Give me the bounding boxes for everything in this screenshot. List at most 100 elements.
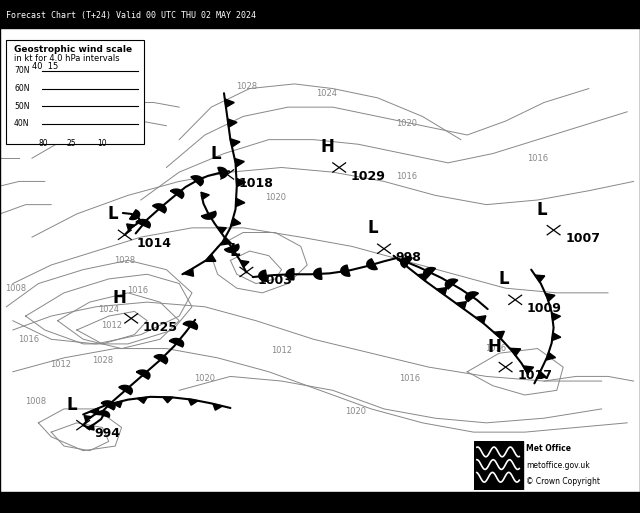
Text: 1003: 1003: [258, 274, 292, 287]
Polygon shape: [510, 348, 521, 356]
Text: H: H: [321, 138, 335, 156]
Polygon shape: [221, 237, 232, 245]
Text: 1008: 1008: [24, 398, 46, 406]
Polygon shape: [218, 167, 227, 179]
Text: Forecast Chart (T+24) Valid 00 UTC THU 02 MAY 2024: Forecast Chart (T+24) Valid 00 UTC THU 0…: [6, 11, 257, 20]
Polygon shape: [129, 210, 140, 220]
Text: 1020: 1020: [345, 407, 365, 416]
Polygon shape: [240, 261, 249, 267]
Polygon shape: [136, 220, 150, 228]
Polygon shape: [225, 99, 234, 107]
Polygon shape: [456, 302, 467, 309]
Text: 1029: 1029: [351, 170, 385, 183]
Text: 1017: 1017: [517, 369, 552, 383]
Text: 1008: 1008: [5, 284, 27, 293]
Text: 1020: 1020: [265, 193, 285, 202]
Text: 1024: 1024: [316, 89, 337, 97]
Polygon shape: [87, 425, 94, 430]
Text: Geostrophic wind scale: Geostrophic wind scale: [14, 45, 132, 54]
Text: 25: 25: [67, 139, 77, 148]
Text: 1028: 1028: [114, 256, 136, 265]
Text: 1014: 1014: [136, 237, 172, 250]
Text: 1028: 1028: [92, 356, 113, 365]
Polygon shape: [236, 179, 246, 187]
Polygon shape: [184, 268, 193, 277]
Polygon shape: [523, 366, 534, 373]
Polygon shape: [230, 139, 240, 147]
Polygon shape: [205, 254, 216, 261]
Text: 1012: 1012: [51, 360, 71, 369]
Polygon shape: [217, 227, 227, 233]
Text: L: L: [499, 270, 509, 288]
Polygon shape: [401, 258, 412, 268]
Polygon shape: [417, 273, 428, 281]
Text: 80: 80: [38, 139, 49, 148]
Polygon shape: [535, 275, 545, 282]
Polygon shape: [136, 370, 150, 379]
Text: 1007: 1007: [565, 232, 600, 246]
Polygon shape: [201, 192, 209, 200]
Polygon shape: [465, 292, 479, 302]
Polygon shape: [234, 159, 244, 167]
Text: L: L: [230, 242, 240, 261]
Text: L: L: [67, 396, 77, 413]
Polygon shape: [113, 401, 122, 407]
Text: 1012: 1012: [271, 346, 292, 356]
Polygon shape: [552, 313, 561, 321]
Polygon shape: [436, 287, 447, 295]
Polygon shape: [286, 269, 294, 280]
Text: 1016: 1016: [127, 286, 148, 295]
Polygon shape: [225, 244, 239, 252]
Text: L: L: [537, 201, 547, 219]
Polygon shape: [494, 331, 504, 339]
Text: 40N: 40N: [14, 120, 29, 128]
Polygon shape: [476, 316, 486, 323]
Text: 1028: 1028: [236, 82, 257, 91]
Polygon shape: [191, 176, 204, 186]
Text: in kt for 4.0 hPa intervals: in kt for 4.0 hPa intervals: [14, 54, 120, 63]
Text: H: H: [487, 338, 501, 356]
Text: 1025: 1025: [143, 321, 178, 333]
Polygon shape: [138, 397, 147, 403]
Text: metoffice.gov.uk: metoffice.gov.uk: [526, 461, 589, 470]
Polygon shape: [399, 259, 410, 266]
Polygon shape: [545, 293, 555, 301]
Text: 1012: 1012: [102, 321, 122, 330]
Text: 1009: 1009: [527, 302, 561, 315]
Text: © Crown Copyright: © Crown Copyright: [526, 477, 600, 486]
Text: 1020: 1020: [195, 374, 215, 383]
Polygon shape: [445, 279, 458, 289]
Text: H: H: [113, 289, 127, 307]
Polygon shape: [537, 371, 547, 379]
Polygon shape: [231, 218, 241, 226]
Text: 70N: 70N: [14, 66, 29, 75]
Text: 1020: 1020: [396, 119, 417, 128]
Polygon shape: [183, 321, 198, 329]
Polygon shape: [236, 198, 245, 207]
Text: 1016: 1016: [485, 344, 507, 353]
Text: 1016: 1016: [527, 154, 548, 163]
Polygon shape: [228, 119, 237, 127]
Polygon shape: [101, 401, 115, 410]
Text: L: L: [367, 219, 378, 237]
Polygon shape: [259, 270, 268, 281]
Polygon shape: [84, 416, 92, 421]
Polygon shape: [341, 265, 350, 276]
Text: 1018: 1018: [239, 177, 273, 190]
Text: L: L: [211, 145, 221, 163]
Text: 998: 998: [396, 251, 421, 264]
Polygon shape: [170, 189, 184, 199]
Text: 40  15: 40 15: [32, 62, 58, 71]
Polygon shape: [424, 267, 436, 278]
Text: L: L: [108, 205, 118, 223]
Text: 1016: 1016: [399, 374, 420, 383]
Polygon shape: [546, 352, 556, 360]
Text: 994: 994: [95, 427, 121, 441]
Text: 50N: 50N: [14, 102, 29, 111]
Text: 1024: 1024: [99, 305, 119, 313]
Polygon shape: [90, 408, 99, 415]
Polygon shape: [127, 224, 135, 230]
Text: Met Office: Met Office: [526, 444, 571, 453]
Text: 60N: 60N: [14, 84, 29, 93]
Polygon shape: [367, 259, 378, 270]
